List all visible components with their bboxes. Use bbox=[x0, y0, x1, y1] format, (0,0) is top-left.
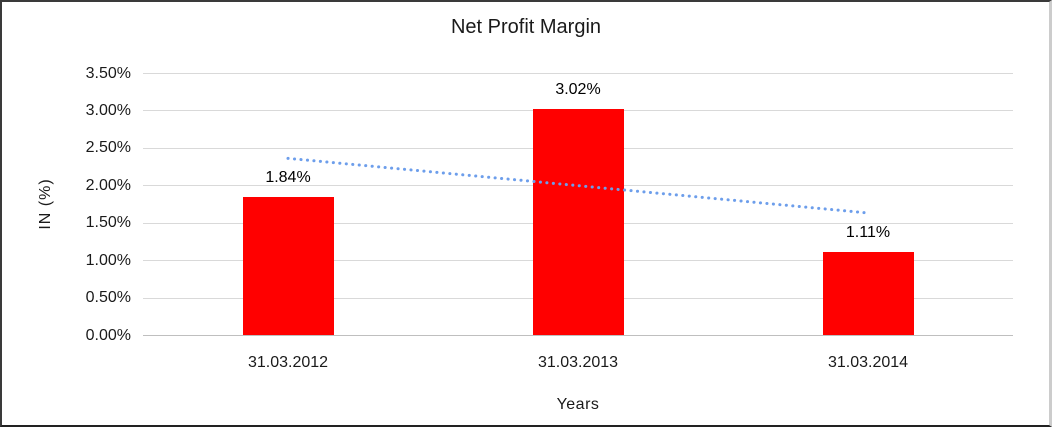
bar-data-label: 1.11% bbox=[845, 223, 891, 241]
bar-data-label: 1.84% bbox=[265, 169, 311, 187]
plot-area: 1.84% 3.02% 1.11% bbox=[143, 73, 1013, 336]
x-axis-tick-labels: 31.03.2012 31.03.2013 31.03.2014 bbox=[143, 354, 1013, 374]
x-tick-label: 31.03.2012 bbox=[247, 354, 329, 371]
y-tick-label: 2.00% bbox=[85, 176, 131, 194]
trendline bbox=[286, 156, 870, 215]
y-tick-label: 0.00% bbox=[85, 326, 131, 344]
bar bbox=[532, 108, 624, 335]
x-tick-label: 31.03.2013 bbox=[537, 354, 619, 371]
y-tick-label: 2.50% bbox=[85, 139, 131, 157]
trendline-dotted-line bbox=[286, 156, 870, 215]
chart-title: Net Profit Margin bbox=[450, 16, 602, 38]
bar-data-label: 3.02% bbox=[555, 80, 601, 98]
y-tick-label: 3.50% bbox=[85, 64, 131, 82]
x-axis-title: Years bbox=[556, 396, 600, 413]
y-tick-label: 1.00% bbox=[85, 251, 131, 269]
y-axis-tick-labels: 3.50% 3.00% 2.50% 2.00% 1.50% 1.00% 0.50% 0.00% bbox=[0, 65, 131, 344]
y-tick-label: 1.50% bbox=[85, 214, 131, 232]
gridline bbox=[143, 73, 1013, 74]
bar bbox=[242, 197, 334, 335]
y-tick-label: 0.50% bbox=[85, 289, 131, 307]
gridline bbox=[143, 335, 1013, 336]
bar bbox=[822, 251, 914, 335]
x-tick-label: 31.03.2014 bbox=[827, 354, 909, 371]
y-tick-label: 3.00% bbox=[85, 101, 131, 119]
